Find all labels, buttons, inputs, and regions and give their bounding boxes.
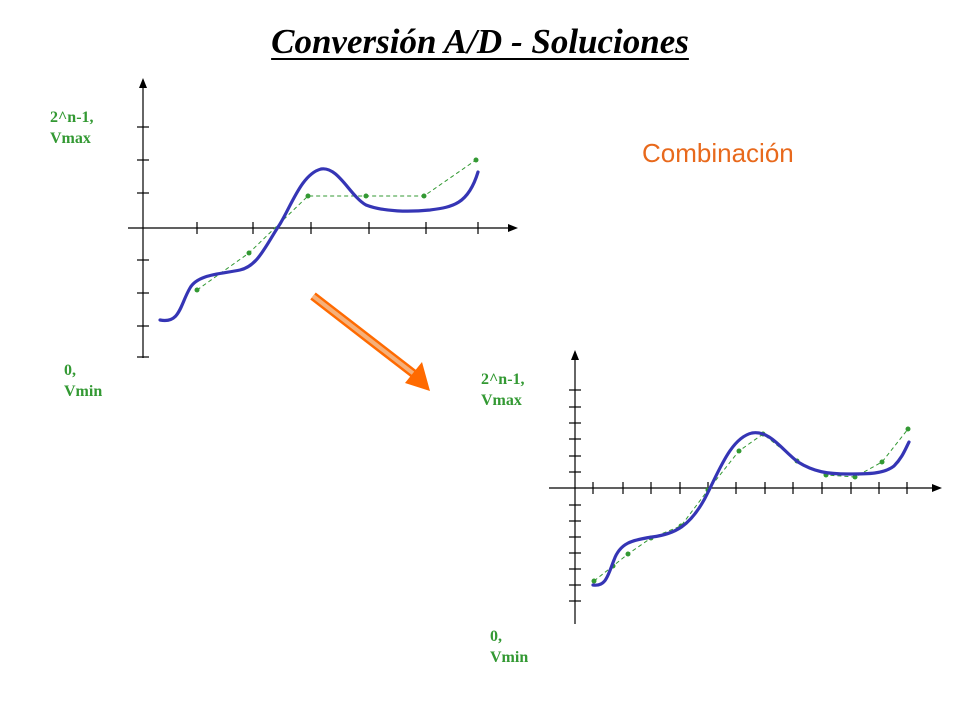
sample-point bbox=[421, 193, 427, 199]
sample-point bbox=[905, 426, 911, 432]
top-graph-x-axis bbox=[128, 222, 518, 234]
bottom-graph bbox=[549, 350, 942, 624]
combination-label: Combinación bbox=[642, 138, 794, 168]
top-graph-sample-points bbox=[194, 157, 479, 293]
sample-point bbox=[852, 474, 858, 480]
sample-point bbox=[246, 250, 252, 256]
sample-point bbox=[625, 551, 631, 557]
bottom-graph-y-axis bbox=[569, 350, 581, 624]
top-graph bbox=[128, 78, 518, 358]
bottom-graph-max-label: 2^n-1, Vmax bbox=[481, 371, 525, 409]
top-graph-max-label: 2^n-1, Vmax bbox=[50, 109, 94, 147]
page-title: Conversión A/D - Soluciones bbox=[271, 22, 689, 61]
sample-point bbox=[591, 578, 597, 584]
sample-point bbox=[194, 287, 200, 293]
diagonal-arrow-icon bbox=[310, 292, 430, 391]
bottom-graph-x-axis bbox=[549, 482, 942, 494]
sample-point bbox=[305, 193, 311, 199]
sample-point bbox=[473, 157, 479, 163]
top-graph-y-axis bbox=[137, 78, 149, 358]
sample-point bbox=[363, 193, 369, 199]
top-graph-min-label: 0, Vmin bbox=[64, 362, 103, 400]
bottom-graph-min-label: 0, Vmin bbox=[490, 628, 529, 666]
bottom-graph-sample-path bbox=[593, 428, 909, 582]
sample-point bbox=[879, 459, 885, 465]
top-graph-signal-curve bbox=[158, 167, 480, 323]
sample-point bbox=[736, 448, 742, 454]
bottom-graph-sample-points bbox=[591, 426, 911, 584]
bottom-graph-signal-curve bbox=[591, 431, 911, 587]
